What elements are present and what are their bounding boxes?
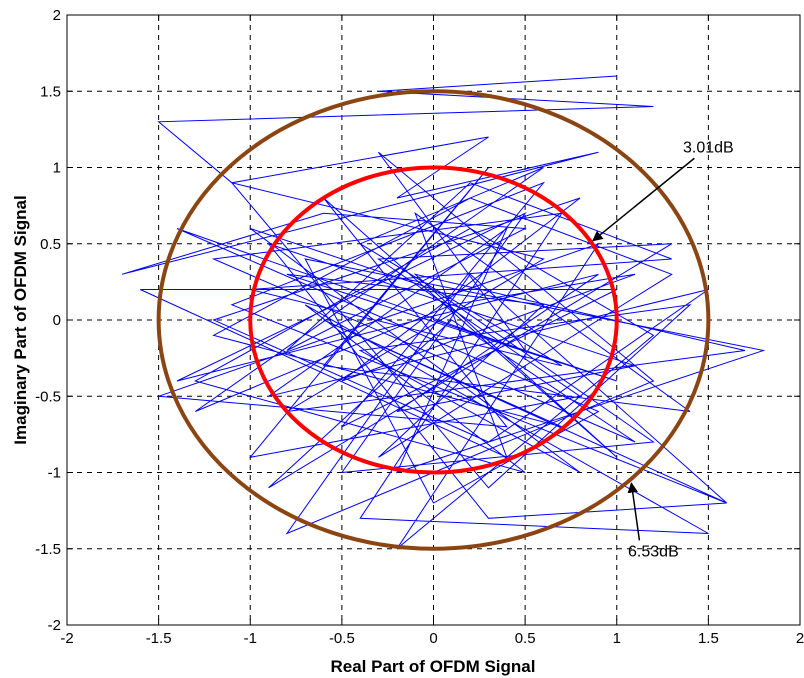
annotation-3-01db: 3.01dB (683, 139, 734, 156)
y-axis-title: Imaginary Part of OFDM Signal (11, 195, 30, 444)
x-axis-title: Real Part of OFDM Signal (331, 657, 536, 676)
ofdm-signal-trace (121, 75, 766, 550)
y-tick-label: 0.5 (40, 236, 61, 253)
arrow-6-53db (627, 482, 641, 541)
y-tick-label: 1.5 (40, 83, 61, 100)
x-tick-label: -1 (244, 630, 257, 647)
y-tick-label: -0.5 (35, 388, 61, 405)
y-tick-label: 0 (53, 312, 61, 329)
x-tick-label: 1 (613, 630, 621, 647)
x-tick-label: -1.5 (146, 630, 172, 647)
annotations: 3.01dB 6.53dB (592, 139, 734, 560)
arrow-3-01db (592, 157, 695, 242)
y-tick-label: -1 (48, 465, 61, 482)
x-tick-label: 1.5 (698, 630, 719, 647)
plot-area (121, 75, 766, 551)
x-tick-label: 0.5 (515, 630, 536, 647)
circle-6-53db (156, 89, 711, 551)
circle-3-01db (248, 165, 619, 475)
y-tick-label: -2 (48, 617, 61, 634)
x-tick-label: 0 (429, 630, 437, 647)
axis-ticks: -2 -1.5 -1 -0.5 0 0.5 1 1.5 2 -2 -1.5 -1 -0.5 0 0.5 1 1.… (35, 7, 804, 647)
x-tick-label: -0.5 (329, 630, 355, 647)
y-tick-label: -1.5 (35, 541, 61, 558)
x-tick-label: 2 (796, 630, 804, 647)
y-tick-label: 2 (53, 7, 61, 24)
y-tick-label: 1 (53, 160, 61, 177)
annotation-6-53db: 6.53dB (628, 543, 679, 560)
x-tick-label: -2 (60, 630, 73, 647)
